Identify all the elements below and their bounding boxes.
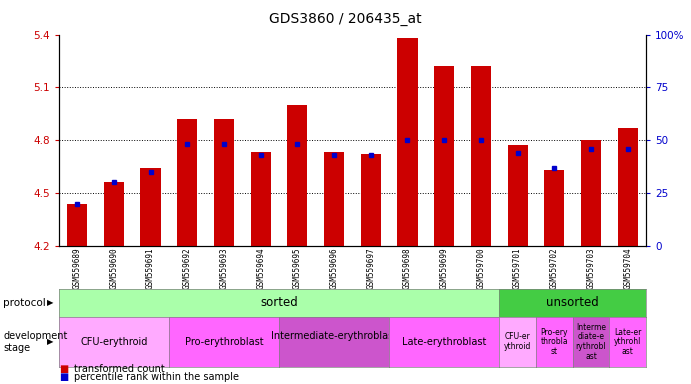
Bar — [545, 170, 565, 246]
Text: ■: ■ — [59, 364, 68, 374]
Text: Intermediate-erythroblast: Intermediate-erythroblast — [271, 331, 397, 352]
Bar — [251, 152, 271, 246]
Text: sorted: sorted — [260, 296, 298, 310]
Text: Late-erythroblast: Late-erythroblast — [402, 337, 486, 347]
Bar — [434, 66, 454, 246]
Text: CFU-er
ythroid: CFU-er ythroid — [504, 333, 531, 351]
Text: ■: ■ — [59, 372, 68, 382]
Text: GDS3860 / 206435_at: GDS3860 / 206435_at — [269, 12, 422, 25]
Text: ▶: ▶ — [46, 337, 53, 346]
Bar — [324, 152, 344, 246]
Text: ▶: ▶ — [46, 298, 53, 308]
Text: Pro-erythroblast: Pro-erythroblast — [184, 337, 263, 347]
Bar — [214, 119, 234, 246]
Text: development
stage: development stage — [3, 331, 68, 353]
Bar — [507, 146, 528, 246]
Text: protocol: protocol — [3, 298, 46, 308]
Bar — [177, 119, 198, 246]
Bar — [287, 105, 307, 246]
Bar — [581, 140, 601, 246]
Text: transformed count: transformed count — [74, 364, 164, 374]
Text: percentile rank within the sample: percentile rank within the sample — [74, 372, 239, 382]
Bar — [618, 128, 638, 246]
Text: Late-er
ythrohl
ast: Late-er ythrohl ast — [614, 328, 641, 356]
Text: unsorted: unsorted — [547, 296, 599, 310]
Text: CFU-erythroid: CFU-erythroid — [80, 337, 147, 347]
Bar — [397, 38, 417, 246]
Bar — [67, 204, 87, 246]
Bar — [471, 66, 491, 246]
Bar — [140, 168, 160, 246]
Text: Interme
diate-e
rythrobl
ast: Interme diate-e rythrobl ast — [576, 323, 606, 361]
Text: Pro-ery
throbla
st: Pro-ery throbla st — [540, 328, 568, 356]
Bar — [361, 154, 381, 246]
Bar — [104, 182, 124, 246]
